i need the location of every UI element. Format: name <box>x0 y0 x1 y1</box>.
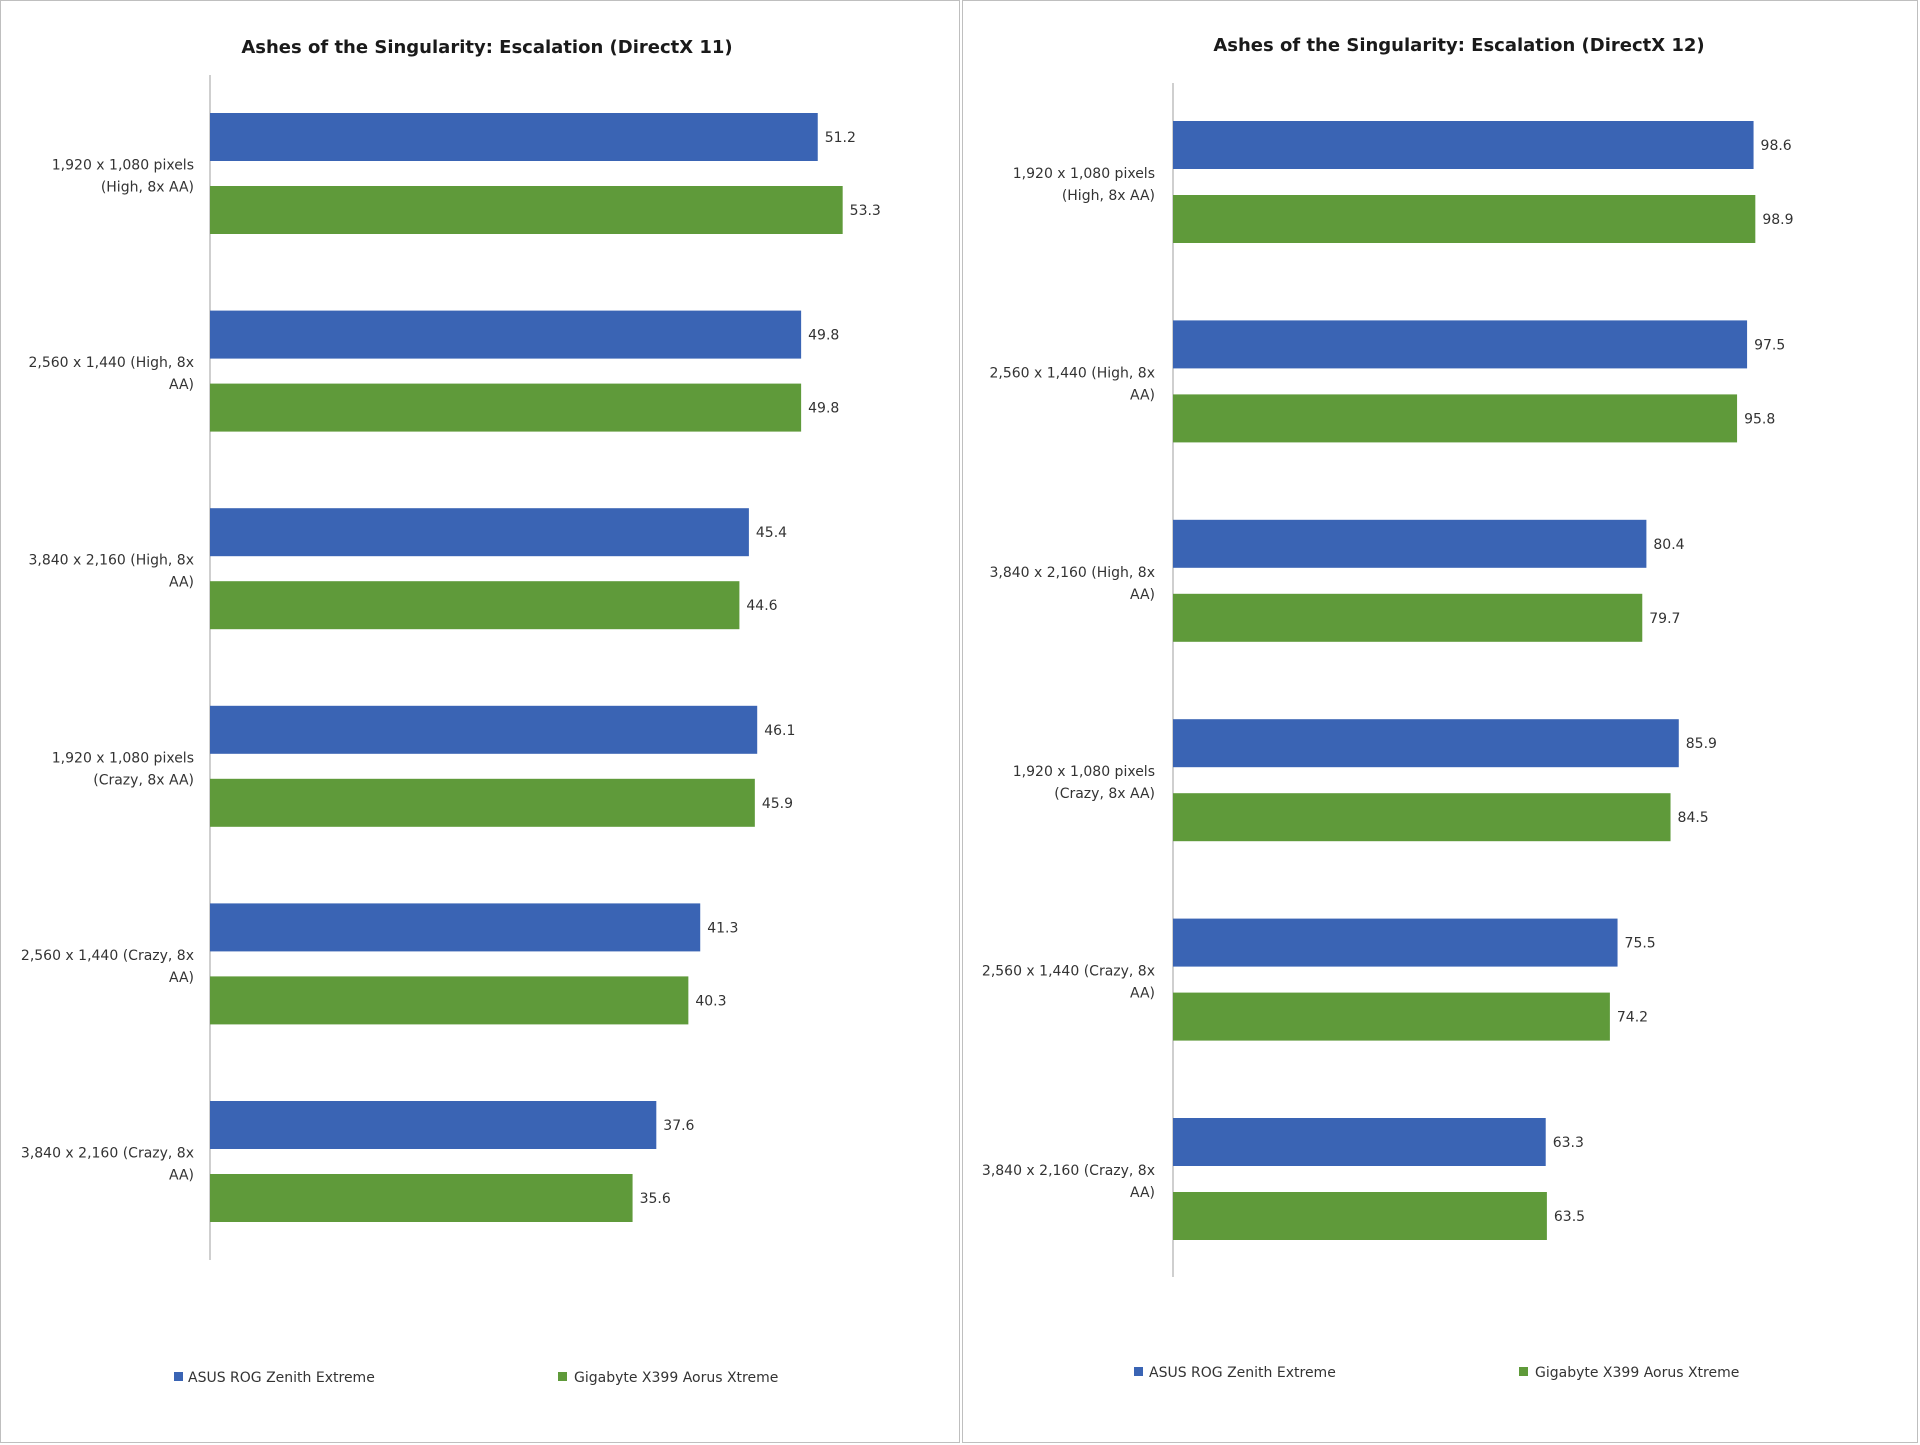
category-label-line: AA) <box>169 970 194 986</box>
category-label-line: 1,920 x 1,080 pixels <box>52 158 194 174</box>
category-label: 1,920 x 1,080 pixels (High, 8x AA) <box>1013 166 1155 204</box>
data-label: 75.5 <box>1625 936 1656 952</box>
legend-label: ASUS ROG Zenith Extreme <box>188 1370 375 1386</box>
bar-gigabyte <box>1173 195 1756 243</box>
bar-gigabyte <box>210 1174 633 1222</box>
data-label: 49.8 <box>808 401 839 417</box>
bar-gigabyte <box>1173 593 1643 642</box>
category-label-line: (Crazy, 8x AA) <box>93 772 194 788</box>
data-label: 79.7 <box>1649 611 1680 627</box>
bar-gigabyte <box>210 186 843 234</box>
bar-asus <box>1173 719 1679 768</box>
bar-gigabyte <box>1173 394 1738 443</box>
category-label: 2,560 x 1,440 (Crazy, 8x AA) <box>982 964 1155 1002</box>
data-label: 95.8 <box>1744 411 1775 427</box>
category-label-line: AA) <box>1130 986 1155 1002</box>
data-label: 80.4 <box>1653 537 1684 553</box>
category-label-line: AA) <box>1130 1185 1155 1201</box>
bar-gigabyte <box>210 383 802 432</box>
data-label: 51.2 <box>825 130 856 146</box>
category-label-line: 3,840 x 2,160 (High, 8x <box>28 553 194 569</box>
category-label: 2,560 x 1,440 (Crazy, 8x AA) <box>21 948 194 986</box>
chart-title: Ashes of the Singularity: Escalation (Di… <box>241 37 732 58</box>
bar-gigabyte <box>210 778 755 827</box>
chart-panel-directx11: Ashes of the Singularity: Escalation (Di… <box>0 0 960 1443</box>
data-label: 45.9 <box>762 796 793 812</box>
data-label: 74.2 <box>1617 1010 1648 1026</box>
category-label: 3,840 x 2,160 (Crazy, 8x AA) <box>982 1163 1155 1201</box>
category-label: 3,840 x 2,160 (High, 8x AA) <box>28 553 194 591</box>
category-label-line: 3,840 x 2,160 (Crazy, 8x <box>21 1146 194 1162</box>
bar-gigabyte <box>1173 793 1671 842</box>
bar-asus <box>210 705 758 754</box>
bar-asus <box>210 310 802 359</box>
category-label: 2,560 x 1,440 (High, 8x AA) <box>28 355 194 393</box>
bar-gigabyte <box>210 581 740 630</box>
data-label: 45.4 <box>756 525 787 541</box>
category-label: 2,560 x 1,440 (High, 8x AA) <box>989 365 1155 403</box>
legend-swatch-asus <box>1134 1367 1143 1376</box>
legend-swatch-gigabyte <box>558 1372 567 1381</box>
chart-title: Ashes of the Singularity: Escalation (Di… <box>1213 35 1704 56</box>
legend-label: Gigabyte X399 Aorus Xtreme <box>574 1370 778 1386</box>
legend-label: Gigabyte X399 Aorus Xtreme <box>1535 1365 1739 1381</box>
bar-asus <box>1173 519 1647 568</box>
category-label-line: 3,840 x 2,160 (High, 8x <box>989 565 1155 581</box>
data-label: 44.6 <box>746 598 777 614</box>
category-label-line: (High, 8x AA) <box>101 180 194 196</box>
category-label-line: 1,920 x 1,080 pixels <box>1013 764 1155 780</box>
data-label: 85.9 <box>1686 736 1717 752</box>
data-label: 63.5 <box>1554 1209 1585 1225</box>
data-label: 53.3 <box>850 203 881 219</box>
category-label-line: 2,560 x 1,440 (High, 8x <box>989 365 1155 381</box>
data-label: 40.3 <box>695 993 726 1009</box>
data-label: 35.6 <box>640 1191 671 1207</box>
category-label: 3,840 x 2,160 (Crazy, 8x AA) <box>21 1146 194 1184</box>
data-label: 41.3 <box>707 920 738 936</box>
category-label-line: 2,560 x 1,440 (Crazy, 8x <box>21 948 194 964</box>
bar-asus <box>210 903 701 952</box>
legend-label: ASUS ROG Zenith Extreme <box>1149 1365 1336 1381</box>
bar-gigabyte <box>1173 1192 1547 1240</box>
category-label-line: 2,560 x 1,440 (Crazy, 8x <box>982 964 1155 980</box>
bar-asus <box>210 113 818 161</box>
category-label-line: (High, 8x AA) <box>1062 188 1155 204</box>
bar-asus <box>1173 320 1748 369</box>
bar-asus <box>1173 1118 1546 1166</box>
category-label: 3,840 x 2,160 (High, 8x AA) <box>989 565 1155 603</box>
chart-directx12: Ashes of the Singularity: Escalation (Di… <box>982 35 1794 1381</box>
category-label-line: AA) <box>1130 587 1155 603</box>
category-label-line: (Crazy, 8x AA) <box>1054 786 1155 802</box>
data-label: 49.8 <box>808 328 839 344</box>
data-label: 37.6 <box>663 1118 694 1134</box>
chart-panel-directx12: Ashes of the Singularity: Escalation (Di… <box>962 0 1918 1443</box>
chart-directx11: Ashes of the Singularity: Escalation (Di… <box>21 37 881 1386</box>
data-label: 98.9 <box>1762 212 1793 228</box>
category-label-line: 2,560 x 1,440 (High, 8x <box>28 355 194 371</box>
category-label-line: 3,840 x 2,160 (Crazy, 8x <box>982 1163 1155 1179</box>
bar-gigabyte <box>210 976 689 1025</box>
legend-swatch-gigabyte <box>1519 1367 1528 1376</box>
data-label: 63.3 <box>1553 1135 1584 1151</box>
category-label-line: AA) <box>169 1168 194 1184</box>
data-label: 97.5 <box>1754 337 1785 353</box>
data-label: 46.1 <box>764 723 795 739</box>
category-label-line: 1,920 x 1,080 pixels <box>1013 166 1155 182</box>
category-label-line: 1,920 x 1,080 pixels <box>52 750 194 766</box>
bar-asus <box>210 508 749 557</box>
legend-swatch-asus <box>174 1372 183 1381</box>
bar-asus <box>1173 121 1754 169</box>
category-label: 1,920 x 1,080 pixels (Crazy, 8x AA) <box>52 750 194 788</box>
category-label-line: AA) <box>169 377 194 393</box>
bar-asus <box>1173 918 1618 967</box>
bar-asus <box>210 1101 657 1149</box>
category-label-line: AA) <box>169 575 194 591</box>
bar-gigabyte <box>1173 992 1610 1041</box>
data-label: 98.6 <box>1761 138 1792 154</box>
category-label: 1,920 x 1,080 pixels (Crazy, 8x AA) <box>1013 764 1155 802</box>
category-label-line: AA) <box>1130 387 1155 403</box>
category-label: 1,920 x 1,080 pixels (High, 8x AA) <box>52 158 194 196</box>
data-label: 84.5 <box>1678 810 1709 826</box>
